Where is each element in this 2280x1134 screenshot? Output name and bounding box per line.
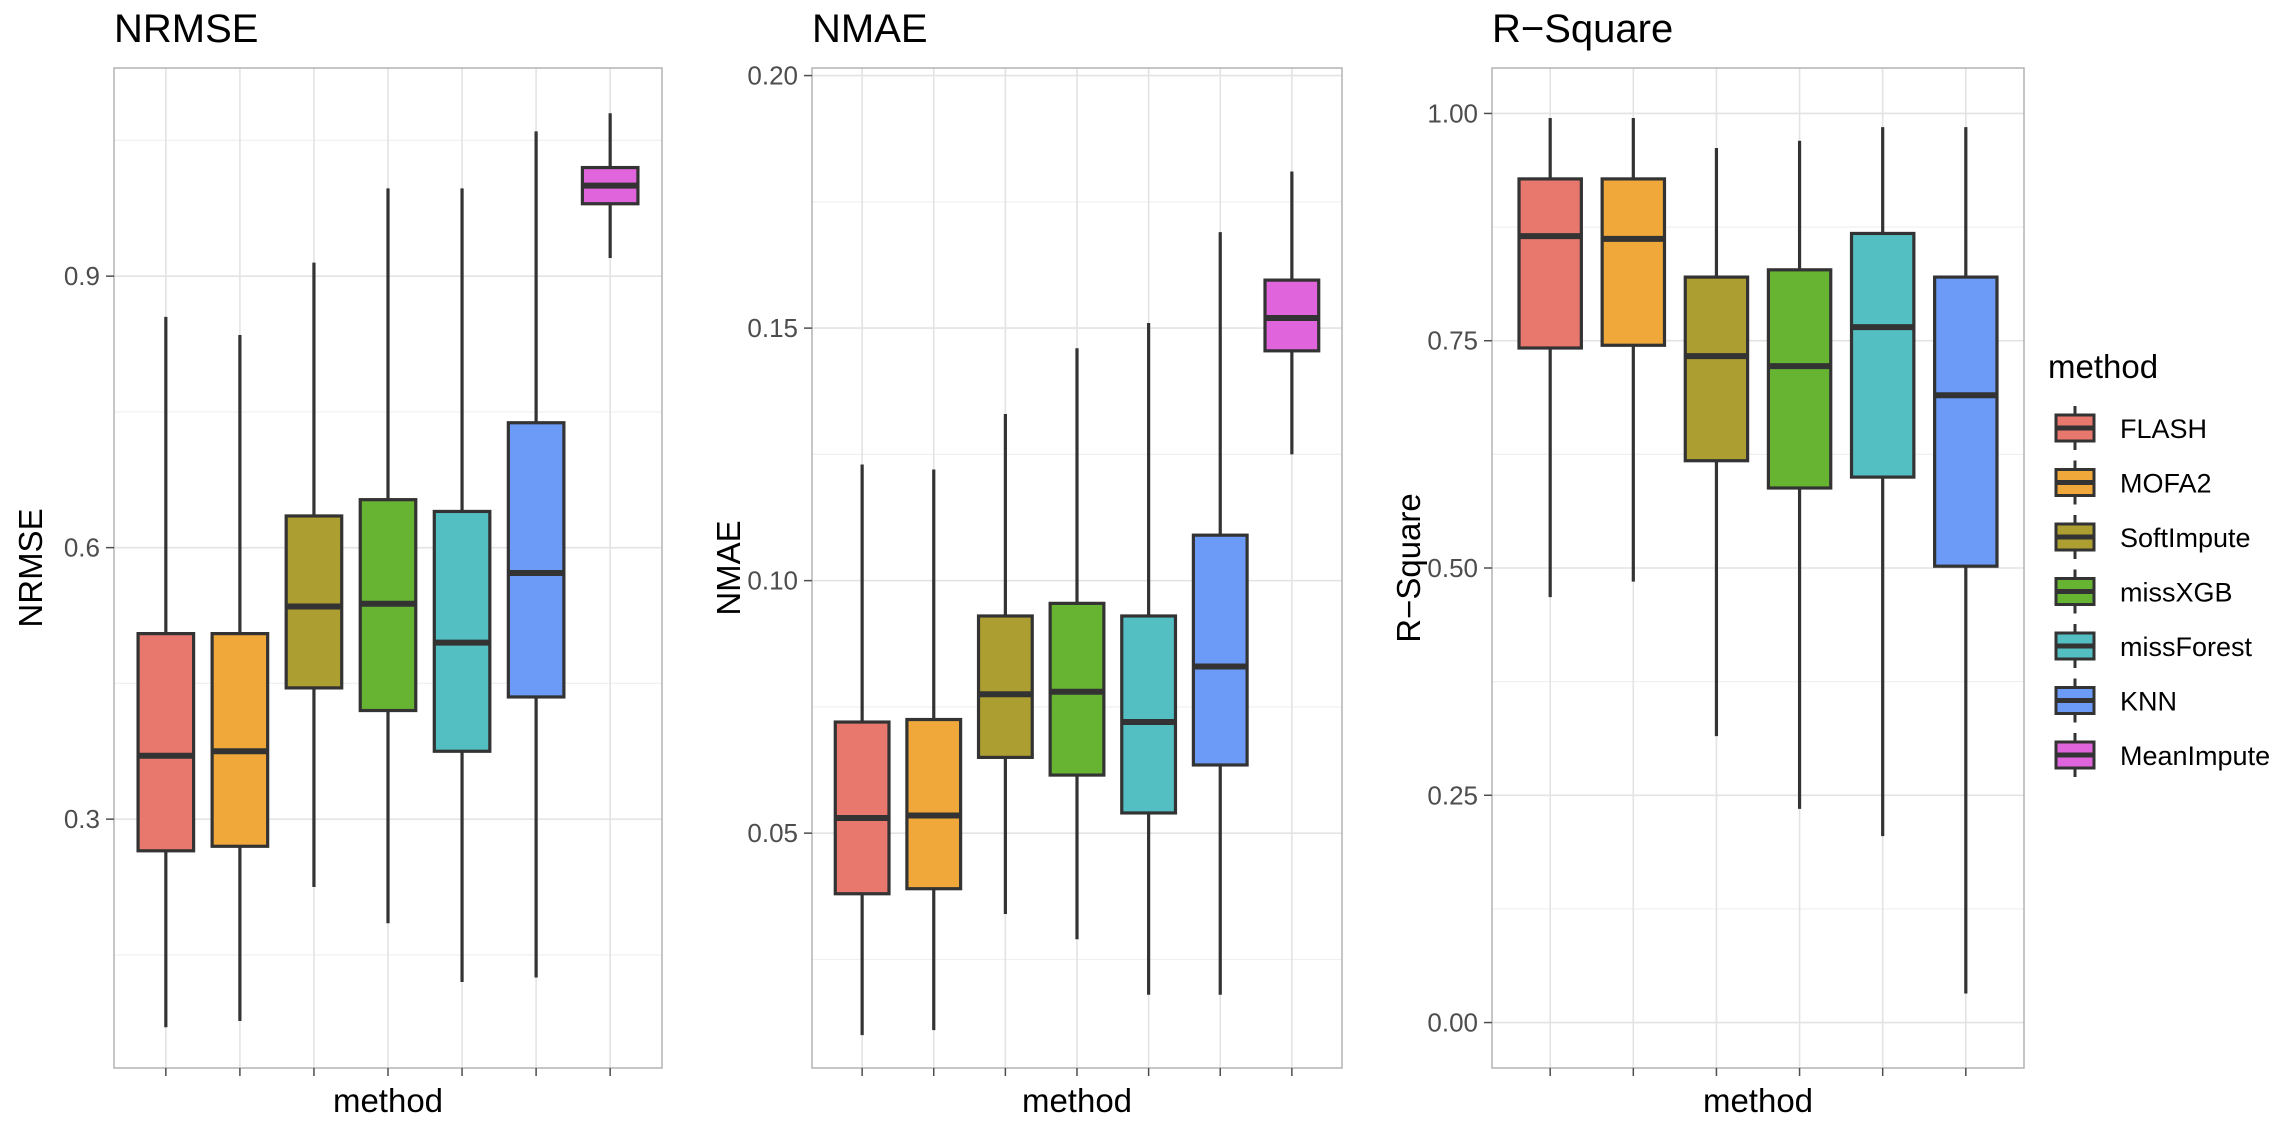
y-axis-label: NMAE bbox=[710, 520, 747, 615]
box-body bbox=[210, 632, 270, 848]
box-missForest bbox=[1120, 323, 1178, 995]
box-missXGB bbox=[358, 188, 418, 924]
box-missXGB bbox=[1766, 140, 1833, 809]
box-body bbox=[1683, 275, 1750, 463]
x-axis-label: method bbox=[1703, 1082, 1813, 1119]
y-tick-label: 0.3 bbox=[64, 804, 100, 834]
box-KNN bbox=[1191, 232, 1249, 995]
panel-title: R−Square bbox=[1492, 7, 1673, 51]
legend-label: missXGB bbox=[2120, 578, 2233, 608]
box-body bbox=[1600, 177, 1667, 347]
box-FLASH bbox=[1517, 118, 1583, 598]
panel-3: 0.00 0.25 0.50 0.75 1.00 R−Square method R−Squa… bbox=[1390, 7, 2025, 1119]
box-MOFA2 bbox=[210, 334, 270, 1021]
legend-item-missForest: missForest bbox=[2054, 624, 2253, 668]
y-tick-label: 0.10 bbox=[747, 566, 798, 596]
box-FLASH bbox=[833, 464, 891, 1036]
box-SoftImpute bbox=[976, 413, 1034, 914]
legend-item-MOFA2: MOFA2 bbox=[2054, 460, 2212, 505]
box-body bbox=[432, 509, 492, 753]
box-missForest bbox=[1849, 127, 1916, 837]
legend-item-SoftImpute: SoftImpute bbox=[2054, 515, 2251, 559]
y-axis-label: R−Square bbox=[1390, 493, 1427, 643]
y-tick-label: 0.9 bbox=[64, 261, 100, 291]
box-MeanImpute bbox=[580, 113, 640, 259]
legend-label: MeanImpute bbox=[2120, 741, 2270, 771]
legend-item-MeanImpute: MeanImpute bbox=[2054, 733, 2270, 777]
legend-title: method bbox=[2048, 348, 2158, 385]
y-tick-label: 0.00 bbox=[1427, 1008, 1478, 1038]
box-body bbox=[506, 421, 566, 699]
legend-item-FLASH: FLASH bbox=[2054, 406, 2207, 450]
y-tick-label: 0.15 bbox=[747, 313, 798, 343]
box-KNN bbox=[506, 131, 566, 978]
box-missForest bbox=[432, 188, 492, 983]
box-body bbox=[284, 514, 344, 690]
box-body bbox=[1191, 533, 1249, 767]
y-tick-label: 0.25 bbox=[1427, 780, 1478, 810]
y-tick-label: 0.75 bbox=[1427, 326, 1478, 356]
legend-item-missXGB: missXGB bbox=[2054, 569, 2233, 614]
box-body bbox=[136, 632, 196, 853]
box-body bbox=[1766, 268, 1833, 490]
box-body bbox=[1517, 177, 1583, 350]
box-MOFA2 bbox=[905, 469, 963, 1031]
x-axis-label: method bbox=[1022, 1082, 1132, 1119]
box-MOFA2 bbox=[1600, 118, 1667, 582]
y-tick-label: 0.6 bbox=[64, 533, 100, 563]
legend-label: SoftImpute bbox=[2120, 523, 2251, 553]
legend-label: MOFA2 bbox=[2120, 469, 2212, 499]
box-SoftImpute bbox=[1683, 148, 1750, 737]
box-body bbox=[1933, 275, 1999, 568]
box-body bbox=[1120, 614, 1178, 815]
y-tick-label: 0.50 bbox=[1427, 553, 1478, 583]
box-SoftImpute bbox=[284, 262, 344, 888]
y-tick-label: 0.20 bbox=[747, 61, 798, 91]
box-FLASH bbox=[136, 316, 196, 1028]
legend-label: missForest bbox=[2120, 632, 2253, 662]
panel-title: NMAE bbox=[812, 7, 928, 51]
panel-title: NRMSE bbox=[114, 7, 258, 51]
box-KNN bbox=[1933, 127, 1999, 994]
legend-label: KNN bbox=[2120, 687, 2177, 717]
box-body bbox=[976, 614, 1034, 759]
y-axis-label: NRMSE bbox=[12, 508, 49, 627]
panel-1: 0.3 0.6 0.9 NRMSE method NRMSE bbox=[12, 7, 663, 1119]
y-tick-label: 1.00 bbox=[1427, 98, 1478, 128]
y-tick-label: 0.05 bbox=[747, 818, 798, 848]
panel-2: 0.05 0.10 0.15 0.20 NMAE method NMAE bbox=[710, 7, 1343, 1119]
box-body bbox=[833, 720, 891, 896]
box-MeanImpute bbox=[1263, 171, 1321, 455]
box-body bbox=[1849, 231, 1916, 479]
box-body bbox=[905, 717, 963, 891]
legend-item-KNN: KNN bbox=[2054, 678, 2177, 723]
box-missXGB bbox=[1048, 348, 1106, 940]
legend: method FLASH MOFA2 SoftImpute missXGB missFor… bbox=[2048, 348, 2270, 777]
legend-label: FLASH bbox=[2120, 414, 2207, 444]
x-axis-label: method bbox=[333, 1082, 443, 1119]
